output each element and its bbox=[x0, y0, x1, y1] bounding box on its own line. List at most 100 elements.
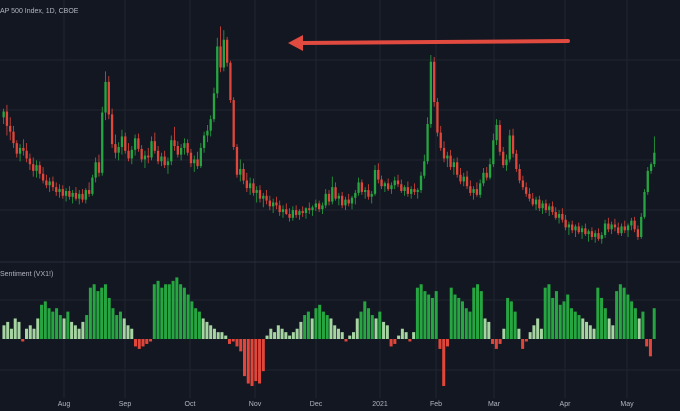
candle-body bbox=[147, 155, 150, 158]
sentiment-bar bbox=[570, 308, 574, 339]
sentiment-bar bbox=[100, 287, 104, 339]
sentiment-bar bbox=[314, 308, 318, 339]
candle bbox=[189, 148, 193, 168]
sentiment-bar bbox=[611, 325, 615, 339]
candle bbox=[35, 160, 38, 178]
sentiment-bar bbox=[288, 335, 292, 339]
candle bbox=[594, 230, 597, 243]
sentiment-bar bbox=[536, 318, 540, 339]
candle bbox=[225, 36, 229, 67]
sentiment-bar bbox=[468, 311, 472, 339]
candle bbox=[613, 218, 617, 232]
candle-body bbox=[423, 161, 426, 176]
candle-body bbox=[219, 46, 222, 68]
candle bbox=[150, 136, 153, 161]
candle-body bbox=[120, 136, 124, 147]
candle bbox=[584, 223, 587, 236]
candle-body bbox=[426, 123, 429, 162]
sentiment-bar bbox=[201, 318, 205, 339]
candle bbox=[104, 71, 107, 121]
sentiment-bar bbox=[449, 287, 453, 339]
candle bbox=[640, 213, 643, 239]
candle-body bbox=[502, 151, 505, 166]
sentiment-bar bbox=[197, 311, 201, 339]
sentiment-bar bbox=[389, 339, 393, 347]
sentiment-bar bbox=[77, 328, 81, 339]
candle bbox=[166, 157, 170, 174]
sentiment-bar bbox=[152, 284, 156, 339]
sentiment-bar bbox=[430, 297, 434, 339]
sentiment-bar bbox=[596, 287, 600, 339]
candle-body bbox=[334, 187, 337, 199]
x-tick-label: Sep bbox=[119, 401, 132, 408]
candle bbox=[222, 30, 225, 72]
candle bbox=[541, 200, 544, 214]
candle bbox=[71, 190, 74, 204]
sentiment-bar bbox=[70, 321, 74, 339]
sentiment-bar bbox=[276, 325, 280, 339]
sentiment-bar bbox=[363, 301, 367, 339]
candle bbox=[216, 37, 219, 99]
x-tick-label: May bbox=[620, 401, 634, 408]
sentiment-bar bbox=[333, 325, 337, 339]
candle-body bbox=[55, 187, 58, 192]
sentiment-bar bbox=[603, 308, 607, 339]
candle-body bbox=[442, 147, 446, 159]
x-tick-label: Mar bbox=[488, 401, 501, 408]
candle-body bbox=[186, 143, 189, 153]
sentiment-bar bbox=[13, 318, 17, 339]
candle-body bbox=[587, 231, 590, 235]
candle-body bbox=[439, 132, 442, 148]
candle-body bbox=[258, 190, 262, 199]
candle-body bbox=[163, 156, 166, 166]
candle bbox=[472, 186, 475, 200]
candle-body bbox=[603, 223, 607, 236]
candle-body bbox=[630, 220, 633, 226]
candle bbox=[81, 189, 84, 203]
candle-body bbox=[202, 135, 206, 148]
candle-body bbox=[525, 187, 528, 194]
candle-body bbox=[584, 228, 587, 235]
candle bbox=[15, 140, 18, 158]
arrow-head bbox=[288, 35, 303, 51]
candle-body bbox=[308, 208, 311, 211]
candle bbox=[544, 199, 548, 214]
sentiment-bar bbox=[164, 284, 168, 339]
candle-body bbox=[498, 124, 502, 152]
sentiment-bar bbox=[243, 339, 247, 377]
sentiment-bar bbox=[618, 284, 622, 339]
sentiment-bar bbox=[464, 308, 468, 339]
candle bbox=[212, 87, 216, 123]
candle bbox=[370, 191, 373, 204]
candle-body bbox=[91, 177, 94, 194]
candle bbox=[528, 188, 531, 202]
candle-body bbox=[22, 147, 25, 151]
candle bbox=[548, 203, 551, 216]
candle bbox=[462, 172, 465, 187]
candle bbox=[525, 182, 528, 197]
sentiment-bar bbox=[558, 304, 562, 339]
candle bbox=[459, 168, 462, 185]
candle-body bbox=[462, 176, 465, 182]
candle-body bbox=[153, 141, 156, 151]
candle-body bbox=[15, 143, 18, 154]
candle-body bbox=[48, 181, 51, 186]
candle bbox=[577, 222, 580, 235]
sentiment-bar bbox=[137, 339, 141, 349]
sentiment-bar bbox=[588, 325, 592, 339]
candle-body bbox=[28, 158, 32, 165]
candle bbox=[130, 146, 133, 165]
candle bbox=[9, 117, 12, 141]
candle bbox=[5, 104, 9, 136]
sentiment-bar bbox=[521, 339, 525, 349]
candle bbox=[206, 124, 209, 143]
candle-body bbox=[104, 81, 107, 113]
candle bbox=[199, 143, 202, 169]
candle bbox=[278, 200, 281, 216]
candle-body bbox=[137, 138, 140, 149]
candle-body bbox=[393, 180, 396, 186]
candle-body bbox=[160, 156, 163, 162]
candle-body bbox=[291, 210, 294, 218]
candle bbox=[521, 175, 525, 191]
